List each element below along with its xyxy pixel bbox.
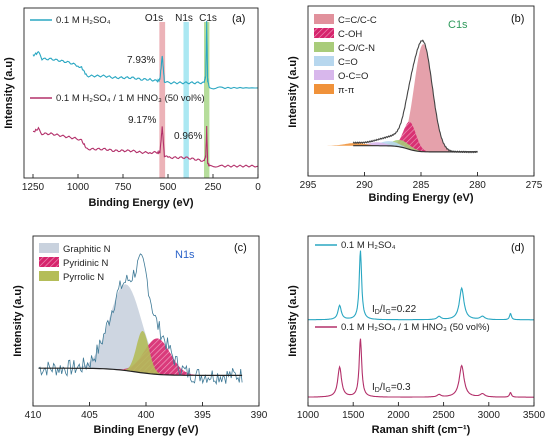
b-legend-swatch-2 [314,42,334,52]
b-panel-label: (b) [511,13,524,25]
a-annotation-2: 9.17% [128,115,156,126]
b-legend-swatch-3 [314,56,334,66]
a-tick-label-1: 1000 [67,182,90,193]
d-ticks: 1000 1500 2000 2500 3000 3500 [297,402,546,421]
d-ylabel: Intensity (a.u) [287,285,299,357]
c-tick-label-1: 405 [81,410,98,421]
b-legend-label-3: C=O [338,57,358,68]
b-ticks: 295 290 285 280 275 [300,172,543,191]
c-component-2 [117,330,168,375]
a-tick-label-3: 500 [160,182,177,193]
c-legend-label-2: Pyrrolic N [63,272,104,283]
d-tick-label-3: 2500 [432,410,455,421]
a-tick-label-4: 250 [205,182,222,193]
c-title: N1s [175,249,195,261]
panel-c: 410 405 400 395 390 Graphitic N Pyridinic N Py… [12,235,268,436]
d-tick-label-0: 1000 [297,410,320,421]
c-legend-label-0: Graphitic N [63,244,111,255]
b-legend-swatch-1 [314,28,334,38]
c-areas [38,253,243,386]
b-tick-label-2: 285 [413,180,430,191]
a-frame [23,7,259,179]
d-tick-label-4: 3000 [478,410,501,421]
a-band-0 [159,22,166,178]
c-legend-swatch-2 [39,271,59,281]
c-tick-label-3: 395 [194,410,211,421]
d-legend-1: 0.1 M H₂SO₄ [341,240,396,251]
c-legend: Graphitic N Pyridinic N Pyrrolic N [39,243,111,283]
b-component-0 [387,44,460,152]
a-bands [159,22,210,178]
c-legend-swatch-0 [39,243,59,253]
a-annotation-1: 7.93% [127,55,155,66]
d-tick-label-2: 2000 [387,410,410,421]
a-series-1 [32,125,259,168]
a-annotation-3: 0.96% [174,131,202,142]
b-legend: C=C/C-C C-OH C-O/C-N C=O O-C=O π-π [314,14,377,96]
b-areas [314,39,478,154]
b-legend-label-2: C-O/C-N [338,43,375,54]
a-ylabel: Intensity (a.u) [3,57,15,129]
b-legend-label-4: O-C=O [338,71,368,82]
b-component-4 [340,142,414,151]
d-frame [307,235,535,407]
d-tick-label-1: 1500 [342,410,365,421]
c-tick-label-0: 410 [25,410,42,421]
b-tick-label-3: 280 [469,180,486,191]
d-panel-label: (d) [511,242,524,254]
b-tick-label-4: 275 [526,180,543,191]
a-lines [32,20,259,168]
a-tick-label-0: 1250 [22,182,45,193]
a-tick-label-2: 750 [115,182,132,193]
c-component-0 [62,284,189,376]
d-series-1 [308,338,534,398]
c-xlabel: Binding Energy (eV) [93,424,198,436]
c-panel-label: (c) [234,242,247,254]
a-band-1 [183,22,189,178]
b-legend-label-0: C=C/C-C [338,15,377,26]
b-title: C1s [448,19,468,31]
c-legend-swatch-1 [39,257,59,267]
b-legend-swatch-0 [314,14,334,24]
a-band-label-o1s: O1s [145,13,163,24]
c-tick-label-2: 400 [138,410,155,421]
a-band-label-c1s: C1s [199,13,217,24]
b-legend-label-1: C-OH [338,29,362,40]
d-legend-2: 0.1 M H₂SO₄ / 1 M HNO₃ (50 vol%) [341,322,490,333]
b-legend-label-5: π-π [338,85,355,96]
a-legend-1: 0.1 M H₂SO₄ [56,15,111,26]
panel-d: 1000 1500 2000 2500 3000 3500 (d) 0.1 M H₂SO₄… [287,235,546,436]
d-xlabel: Raman shift (cm⁻¹) [372,424,471,436]
c-ylabel: Intensity (a.u) [12,285,24,357]
c-tick-label-4: 390 [251,410,268,421]
c-baseline [38,367,243,376]
c-component-1 [105,338,210,376]
d-tick-label-5: 3500 [523,410,546,421]
a-band-label-n1s: N1s [175,13,193,24]
d-series-0 [308,250,534,321]
b-xlabel: Binding Energy (eV) [368,192,473,204]
a-ticks: 1250 1000 750 500 250 0 [22,174,261,193]
d-annotation-1: ID/IG=0.22 [372,304,417,316]
b-component-3 [353,141,426,152]
a-legend-2: 0.1 M H₂SO₄ / 1 M HNO₃ (50 vol%) [56,93,205,104]
panel-b: 295 290 285 280 275 C=C/C-C C-OH C-O/C-N C=O O-C… [287,5,543,204]
b-tick-label-0: 295 [300,180,317,191]
a-series-0 [32,20,259,90]
b-tick-label-1: 290 [356,180,373,191]
b-ylabel: Intensity (a.u) [287,56,299,128]
c-ticks: 410 405 400 395 390 [25,402,268,421]
b-legend-swatch-4 [314,70,334,80]
a-tick-label-5: 0 [255,182,261,193]
d-lines [308,250,534,398]
c-legend-label-1: Pyridinic N [63,258,109,269]
a-xlabel: Binding Energy (eV) [88,197,193,209]
b-legend-swatch-5 [314,84,334,94]
d-annotation-2: ID/IG=0.3 [372,382,411,394]
a-panel-label: (a) [232,13,245,25]
panel-a: 1250 1000 750 500 250 0 (a) Binding Energy (e… [3,7,261,209]
b-baseline [353,145,478,153]
a-band-2 [204,22,210,178]
